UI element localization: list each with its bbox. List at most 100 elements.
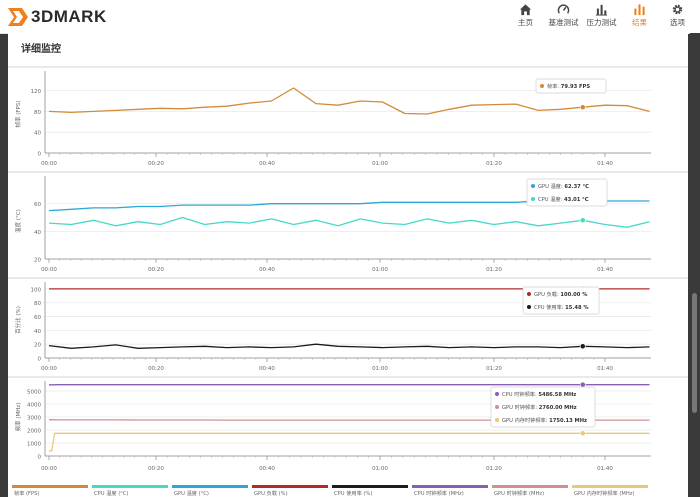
legend-tab-label: CPU 时钟频率 (MHz) [414,489,464,497]
x-tick-label: 00:40 [259,366,275,372]
tooltip-entry: CPU 温度: 43.01 °C [538,195,589,203]
tooltip-series-name: GPU 内存时钟频率: [502,416,549,424]
tooltip-series-name: CPU 温度: [538,195,564,203]
tooltip-entry: CPU 使用率: 15.48 % [534,303,589,311]
legend-color-bar [172,485,248,488]
legend-tab[interactable]: GPU 内存时钟频率 (MHz) [572,485,648,497]
nav-benchmarks[interactable]: 基准测试 [547,2,580,32]
legend-tab[interactable]: GPU 负载 (%) [252,485,328,497]
series-line-cpu_util [48,343,650,349]
tooltip-dot-cpu_temp [531,197,535,201]
nav-stress-tests[interactable]: 压力测试 [585,2,618,32]
tooltip-dot-gpu_temp [531,184,535,188]
y-tick-label: 0 [38,455,42,461]
top-bar: 3DMARK 主页 基准测试 压力测试 [0,0,700,34]
legend-color-bar [252,485,328,488]
x-tick-label: 01:20 [486,466,502,472]
series-marker-cpu_clock [579,381,586,388]
y-axis-label: 温度 (°C) [14,209,22,233]
home-icon [519,4,532,16]
tooltip-dot-cpu_clock [495,392,499,396]
nav-results[interactable]: 结果 [623,2,656,32]
legend-tab-label: CPU 温度 (°C) [94,489,128,497]
tooltip-dot-gpu_mem_clock [495,418,499,422]
legend-tab[interactable]: CPU 时钟频率 (MHz) [412,485,488,497]
tooltip-dot-gpu_load [527,292,531,296]
tooltip-series-value: 43.01 °C [564,197,589,203]
series-marker-fps [579,104,586,111]
scrollbar[interactable] [690,33,700,497]
bar-chart-icon [595,4,608,16]
x-tick-label: 01:00 [372,267,388,273]
y-tick-label: 60 [34,315,41,321]
legend-color-bar [492,485,568,488]
tooltip-series-value: 100.00 % [560,292,588,298]
tooltip-dot-cpu_util [527,305,531,309]
x-tick-label: 01:20 [486,366,502,372]
series-marker-cpu_temp [579,217,586,224]
scrollbar-thumb[interactable] [692,293,697,413]
legend-tab-label: GPU 负载 (%) [254,489,288,497]
tooltip-series-name: GPU 时钟频率: [502,403,539,411]
legend-tab[interactable]: CPU 温度 (°C) [92,485,168,497]
x-tick-label: 00:20 [148,466,164,472]
gauge-icon [557,4,570,14]
tooltip-series-name: GPU 负载: [534,290,560,298]
tooltip-series-value: 62.37 °C [564,184,589,190]
tooltip-box [490,386,596,428]
series-marker-cpu_util [579,343,586,350]
x-tick-label: 00:00 [41,267,57,273]
x-tick-label: 00:20 [148,267,164,273]
chart-3: 0 20 40 60 80 100 00:00 00:20 00:40 01:00 01:20 01:… [8,277,688,372]
logo-mark-icon [8,8,28,26]
legend-tab-label: GPU 温度 (°C) [174,489,209,497]
x-tick-label: 00:20 [148,161,164,167]
tooltip-series-value: 79.93 FPS [561,84,591,90]
tooltip-series-name: CPU 时钟频率: [502,390,538,398]
nav-options[interactable]: 选项 [661,2,694,32]
gear-icon [672,4,683,15]
main-nav: 主页 基准测试 压力测试 结果 [504,2,694,32]
page-title: 详细监控 [21,44,61,55]
tooltip-dot-fps [540,84,544,88]
legend-tab-label: 帧率 (FPS) [14,489,39,497]
results-icon [634,4,645,16]
x-tick-label: 00:20 [148,366,164,372]
legend-color-bar [332,485,408,488]
y-axis-label: 帧率 (FPS) [14,100,22,127]
legend-tab[interactable]: CPU 使用率 (%) [332,485,408,497]
y-tick-label: 80 [34,301,41,307]
tooltip-entry: GPU 时钟频率: 2760.00 MHz [502,403,577,411]
x-tick-label: 01:40 [597,366,613,372]
x-tick-label: 00:00 [41,161,57,167]
tooltip-entry: CPU 时钟频率: 5486.58 MHz [502,390,576,398]
legend-tab-label: GPU 时钟频率 (MHz) [494,489,544,497]
series-line-cpu_temp [48,216,650,228]
legend-tab[interactable]: 帧率 (FPS) [12,485,88,497]
tooltip-series-name: CPU 使用率: [534,303,565,311]
x-tick-label: 00:00 [41,466,57,472]
legend-tab[interactable]: GPU 温度 (°C) [172,485,248,497]
x-tick-label: 00:40 [259,267,275,273]
legend-color-bar [12,485,88,488]
nav-home-label: 主页 [518,18,533,27]
tooltip-series-value: 5486.58 MHz [538,392,576,398]
x-tick-label: 01:40 [597,161,613,167]
legend-tab-label: GPU 内存时钟频率 (MHz) [574,489,635,497]
tooltip-entry: GPU 内存时钟频率: 1750.13 MHz [502,416,587,424]
nav-stress-tests-label: 压力测试 [586,18,617,27]
legend-tabs: 帧率 (FPS) CPU 温度 (°C) GPU 温度 (°C) GPU 负载 (%)… [12,485,648,497]
nav-results-label: 结果 [632,18,647,27]
x-tick-label: 00:40 [259,161,275,167]
y-tick-label: 60 [34,202,41,208]
legend-tab[interactable]: GPU 时钟频率 (MHz) [492,485,568,497]
nav-home[interactable]: 主页 [509,2,542,32]
tooltip-dot-gpu_clock [495,405,499,409]
nav-options-label: 选项 [670,18,685,27]
y-tick-label: 2000 [27,429,41,435]
y-tick-label: 0 [38,152,42,158]
y-axis-label: 百分比 (%) [14,306,22,334]
tooltip-entry: GPU 温度: 62.37 °C [538,182,589,190]
x-tick-label: 01:40 [597,267,613,273]
y-tick-label: 120 [31,89,42,95]
